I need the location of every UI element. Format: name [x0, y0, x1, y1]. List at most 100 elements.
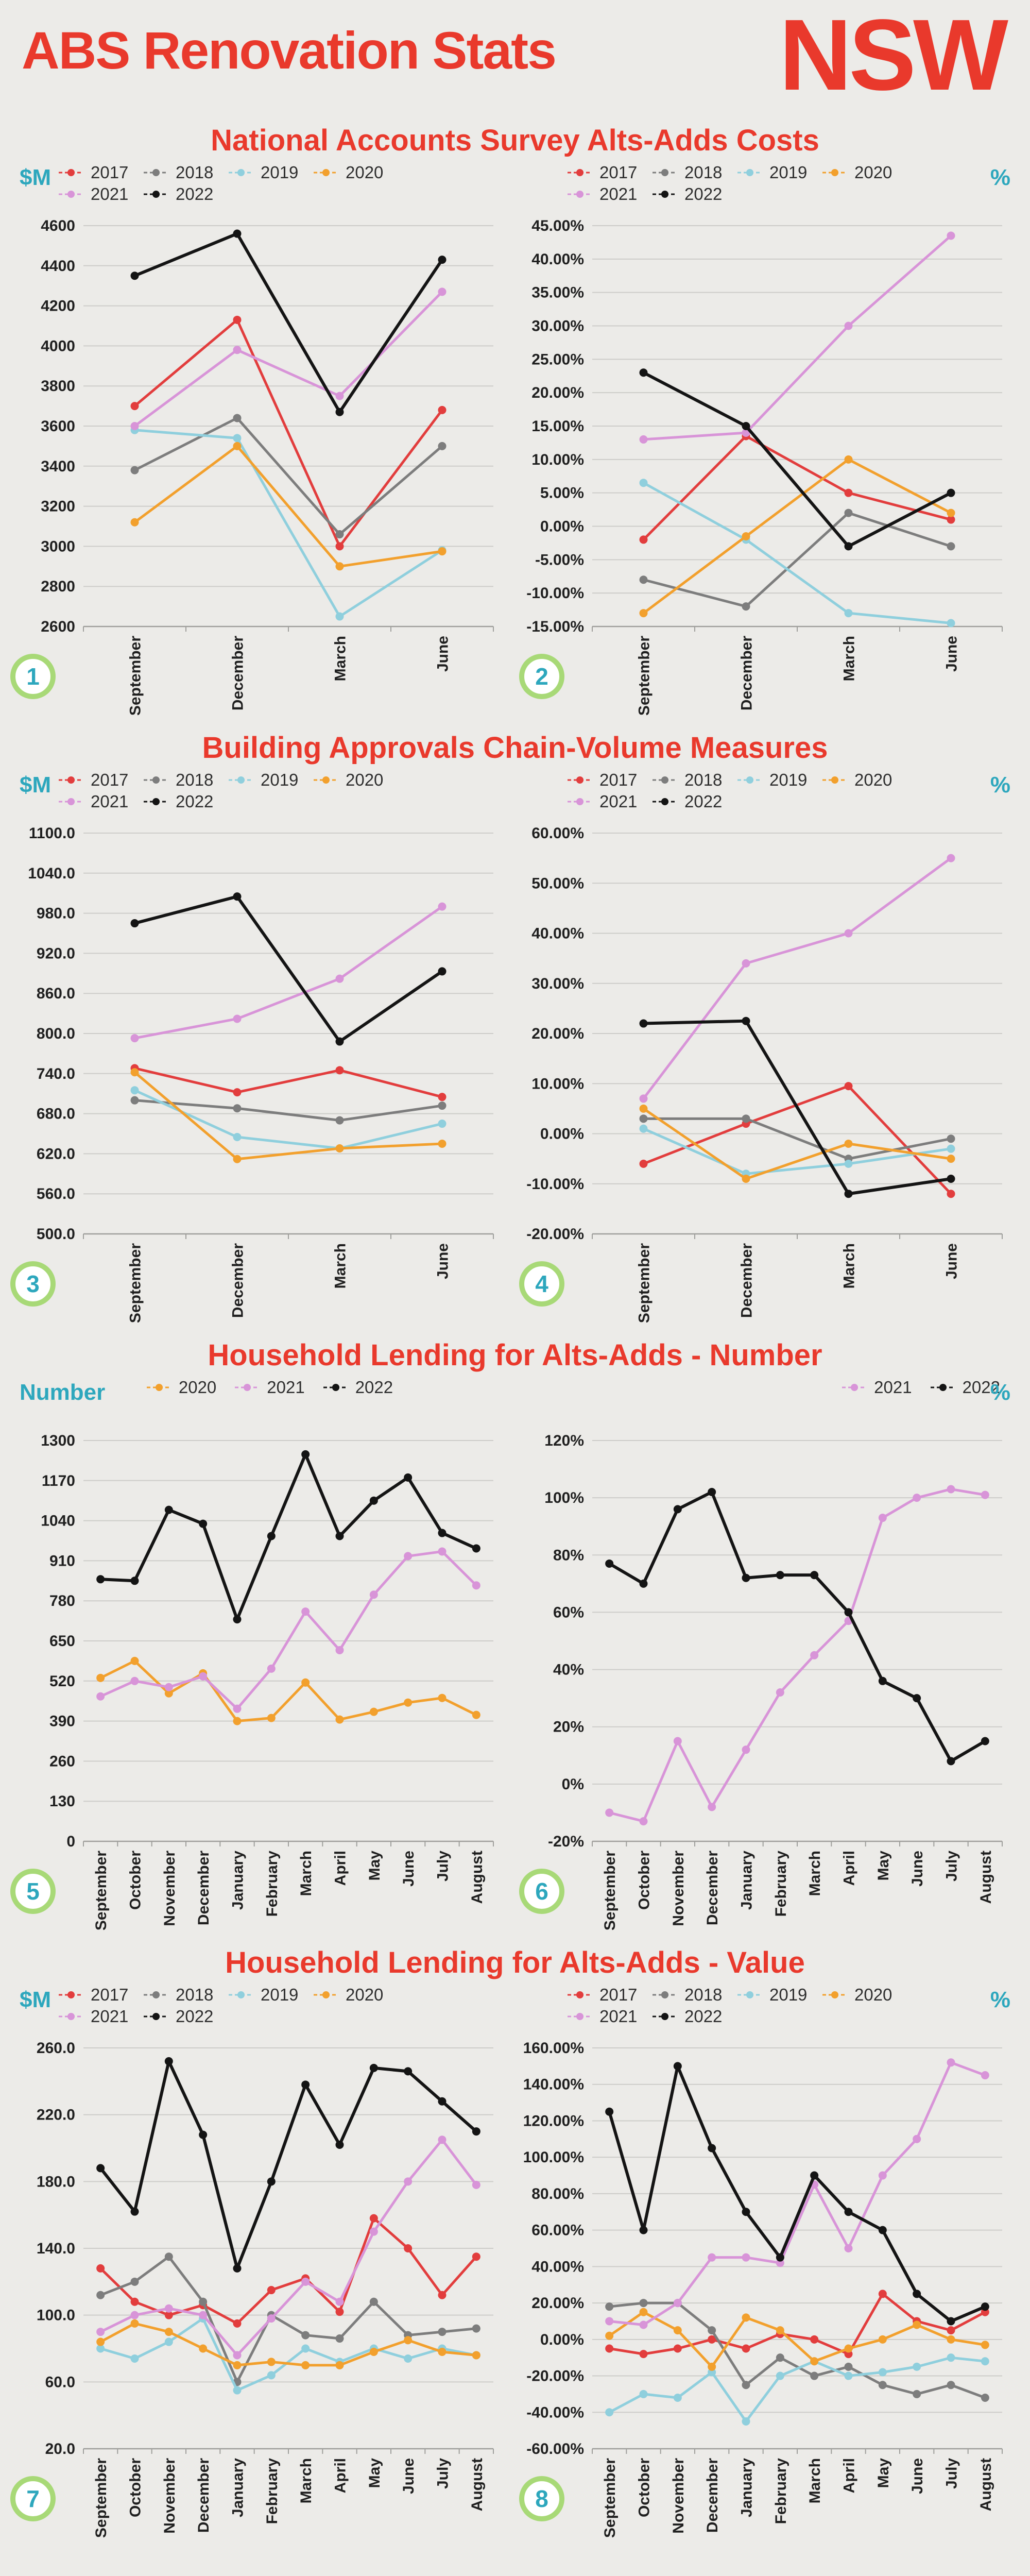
- svg-text:1170: 1170: [42, 1472, 75, 1489]
- svg-text:July: July: [435, 2458, 452, 2489]
- legend-item-2019: 2019: [736, 770, 821, 790]
- page-header: ABS Renovation Stats NSW: [0, 0, 1030, 120]
- svg-text:September: September: [93, 2458, 110, 2538]
- svg-text:-60.00%: -60.00%: [526, 2441, 584, 2458]
- svg-text:December: December: [704, 1851, 721, 1925]
- svg-text:0.00%: 0.00%: [540, 2331, 584, 2348]
- legend-item-2020: 2020: [821, 163, 906, 182]
- line-chart-2: -15.00% -10.00% -5.00% 0.00% 5.00% 10.00% 15.0…: [515, 214, 1024, 722]
- legend-marker-icon: [323, 1384, 348, 1391]
- svg-text:June: June: [435, 636, 452, 672]
- svg-text:-20.00%: -20.00%: [526, 1226, 584, 1243]
- legend-marker-icon: [653, 191, 677, 198]
- legend-item-2018: 2018: [143, 1985, 228, 2005]
- legend-label: 2021: [874, 1378, 912, 1397]
- legend-marker-icon: [314, 169, 338, 176]
- legend-label: 2022: [176, 792, 214, 811]
- svg-text:980.0: 980.0: [37, 905, 75, 922]
- legend-marker-icon: [653, 1991, 677, 1998]
- legend-item-2019: 2019: [228, 770, 313, 790]
- svg-text:140.00%: 140.00%: [523, 2076, 584, 2093]
- legend-label: 2022: [684, 2007, 723, 2026]
- section-lending-number: Household Lending for Alts-Adds - Number…: [6, 1334, 1024, 1937]
- chart-legend: 2021 2022: [640, 1378, 1000, 1429]
- svg-text:November: November: [670, 1851, 687, 1926]
- legend-marker-icon: [314, 776, 338, 784]
- svg-text:October: October: [636, 1851, 653, 1910]
- axis-unit-label: %: [990, 772, 1010, 798]
- svg-text:120.00%: 120.00%: [523, 2112, 584, 2129]
- chart-number-badge: 3: [10, 1261, 56, 1307]
- svg-text:August: August: [977, 2458, 994, 2511]
- svg-text:November: November: [161, 1851, 178, 1926]
- chart-number-badge: 5: [10, 1869, 56, 1914]
- svg-text:0%: 0%: [562, 1776, 584, 1793]
- svg-text:3800: 3800: [41, 378, 75, 395]
- legend-label: 2021: [91, 184, 129, 204]
- legend-item-2018: 2018: [143, 770, 228, 790]
- legend-marker-icon: [59, 191, 83, 198]
- legend-label: 2018: [684, 770, 723, 789]
- svg-text:May: May: [366, 2458, 383, 2488]
- svg-text:910: 910: [49, 1552, 75, 1569]
- svg-text:February: February: [772, 2458, 789, 2524]
- svg-text:October: October: [127, 2458, 144, 2517]
- legend-label: 2021: [599, 2007, 638, 2026]
- chart-legend: 2020 2021 2022: [80, 1378, 441, 1429]
- legend-item-2017: 2017: [58, 163, 143, 182]
- legend-item-2020: 2020: [313, 163, 398, 182]
- plot-svg: -15.00% -10.00% -5.00% 0.00% 5.00% 10.00% 15.0…: [526, 217, 1003, 716]
- legend-label: 2018: [684, 1985, 723, 2004]
- svg-text:650: 650: [49, 1633, 75, 1650]
- legend-label: 2019: [261, 770, 299, 789]
- svg-text:680.0: 680.0: [37, 1106, 75, 1123]
- svg-text:1040.0: 1040.0: [28, 865, 75, 882]
- svg-text:20.00%: 20.00%: [531, 2295, 584, 2312]
- svg-text:March: March: [806, 2458, 823, 2503]
- legend-label: 2019: [261, 163, 299, 182]
- svg-text:740.0: 740.0: [37, 1065, 75, 1082]
- legend-marker-icon: [59, 2013, 83, 2020]
- legend-item-2021: 2021: [234, 1378, 305, 1397]
- legend-item-2021: 2021: [566, 792, 651, 811]
- legend-marker-icon: [229, 169, 253, 176]
- legend-label: 2020: [346, 1985, 384, 2004]
- legend-marker-icon: [653, 776, 677, 784]
- legend-item-2020: 2020: [146, 1378, 216, 1397]
- svg-text:July: July: [435, 1851, 452, 1882]
- svg-text:100%: 100%: [544, 1489, 584, 1506]
- legend-marker-icon: [314, 1991, 338, 1998]
- legend-marker-icon: [737, 169, 762, 176]
- section-lending-value: Household Lending for Alts-Adds - Value …: [6, 1942, 1024, 2544]
- svg-text:130: 130: [49, 1793, 75, 1810]
- legend-label: 2021: [267, 1378, 305, 1397]
- svg-text:April: April: [841, 1851, 858, 1886]
- svg-text:4200: 4200: [41, 298, 75, 315]
- svg-text:March: March: [332, 1243, 349, 1289]
- legend-marker-icon: [229, 1991, 253, 1998]
- svg-text:January: January: [739, 1851, 756, 1910]
- svg-text:1100.0: 1100.0: [29, 825, 75, 842]
- svg-text:September: September: [127, 1243, 144, 1323]
- legend-item-2021: 2021: [58, 2007, 143, 2026]
- svg-text:40.00%: 40.00%: [531, 2258, 584, 2275]
- svg-text:June: June: [909, 2458, 926, 2494]
- svg-text:March: March: [332, 636, 349, 681]
- axis-unit-label: $M: [20, 772, 52, 798]
- svg-text:September: September: [93, 1851, 110, 1930]
- legend-item-2022: 2022: [143, 792, 228, 811]
- svg-text:25.00%: 25.00%: [531, 351, 584, 368]
- svg-text:February: February: [772, 1851, 789, 1917]
- badge-number: 7: [26, 2485, 40, 2512]
- legend-marker-icon: [653, 2013, 677, 2020]
- section-building-approvals: Building Approvals Chain-Volume Measures…: [6, 727, 1024, 1329]
- legend-marker-icon: [144, 798, 168, 805]
- legend-item-2020: 2020: [313, 1985, 398, 2005]
- legend-label: 2017: [599, 163, 638, 182]
- charts-row: $M 2017 2018 2019 2020 2021 2022 20.0 60.0 100.…: [6, 1984, 1024, 2544]
- axis-unit-label: $M: [20, 165, 52, 190]
- svg-text:520: 520: [49, 1673, 75, 1690]
- badge-number: 1: [26, 663, 40, 690]
- region-label: NSW: [779, 0, 1008, 111]
- chart-number-badge: 1: [10, 654, 56, 699]
